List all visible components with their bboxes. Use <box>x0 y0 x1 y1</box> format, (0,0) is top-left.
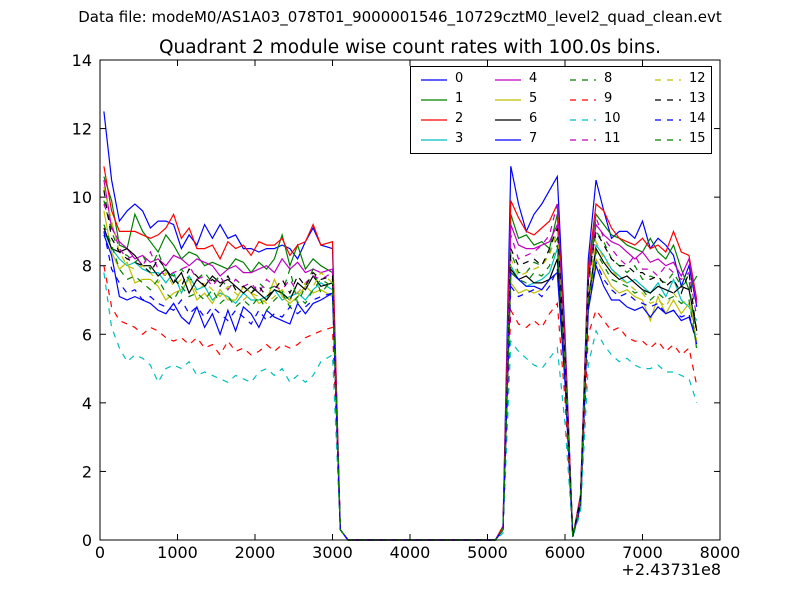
series-line-15 <box>103 224 698 541</box>
legend: 0 1 2 3 4 5 6 7 8 9 10 11 12 13 14 15 <box>410 66 712 154</box>
legend-label: 15 <box>689 131 706 146</box>
legend-label: 10 <box>604 111 621 126</box>
series-line-9 <box>103 265 698 541</box>
legend-swatch <box>570 139 596 141</box>
legend-label: 13 <box>689 91 706 106</box>
legend-swatch <box>495 139 521 141</box>
legend-swatch <box>421 99 447 101</box>
series-line-6 <box>103 227 698 541</box>
legend-swatch <box>421 79 447 81</box>
y-tick-label: 12 <box>72 120 92 139</box>
x-tick-label: 8000 <box>700 543 741 562</box>
series-line-10 <box>103 272 698 541</box>
x-tick-label: 5000 <box>467 543 508 562</box>
legend-swatch <box>421 119 447 121</box>
x-offset-label: +2.43731e8 <box>621 560 721 579</box>
series-line-3 <box>103 231 698 541</box>
x-tick-label: 6000 <box>545 543 586 562</box>
x-tick-label: 0 <box>95 543 105 562</box>
legend-label: 14 <box>689 111 706 126</box>
legend-swatch <box>655 139 681 141</box>
y-tick-label: 6 <box>82 325 92 344</box>
data-file-title: Data file: modeM0/AS1A03_078T01_90000015… <box>78 8 722 26</box>
x-tick-label: 4000 <box>390 543 431 562</box>
legend-swatch <box>421 139 447 141</box>
series-line-8 <box>103 200 698 541</box>
y-tick-label: 8 <box>82 257 92 276</box>
legend-swatch <box>495 119 521 121</box>
series-line-12 <box>103 186 698 541</box>
series-line-14 <box>103 231 698 541</box>
legend-label: 12 <box>689 71 706 86</box>
legend-label: 9 <box>604 91 613 106</box>
legend-swatch <box>570 79 596 81</box>
series-layer <box>103 111 698 541</box>
x-tick-label: 3000 <box>312 543 353 562</box>
series-line-2 <box>103 166 698 541</box>
series-line-4 <box>103 179 698 541</box>
legend-swatch <box>495 99 521 101</box>
legend-label: 1 <box>455 91 464 106</box>
tick-layer: 0 1000 2000 3000 4000 5000 6000 7000 80000246810… <box>72 51 741 562</box>
y-tick-label: 4 <box>82 394 92 413</box>
legend-label: 4 <box>529 71 538 86</box>
legend-label: 6 <box>529 111 538 126</box>
x-tick-label: 7000 <box>622 543 663 562</box>
legend-label: 2 <box>455 111 464 126</box>
legend-label: 11 <box>604 131 621 146</box>
y-tick-label: 10 <box>72 188 92 207</box>
legend-swatch <box>570 99 596 101</box>
series-line-13 <box>103 190 698 541</box>
legend-label: 5 <box>529 91 538 106</box>
series-line-1 <box>103 176 698 541</box>
x-tick-label: 2000 <box>235 543 276 562</box>
x-tick-label: 1000 <box>157 543 198 562</box>
series-line-11 <box>103 203 698 541</box>
legend-label: 3 <box>455 131 464 146</box>
series-line-5 <box>103 210 698 541</box>
legend-swatch <box>570 119 596 121</box>
chart-title: Quadrant 2 module wise count rates with … <box>158 37 662 58</box>
legend-swatch <box>655 119 681 121</box>
y-tick-label: 14 <box>72 51 92 70</box>
legend-label: 7 <box>529 131 538 146</box>
y-tick-label: 0 <box>82 531 92 550</box>
legend-swatch <box>655 99 681 101</box>
legend-swatch <box>495 79 521 81</box>
legend-swatch <box>655 79 681 81</box>
y-tick-label: 2 <box>82 462 92 481</box>
legend-label: 0 <box>455 71 464 86</box>
legend-label: 8 <box>604 71 613 86</box>
